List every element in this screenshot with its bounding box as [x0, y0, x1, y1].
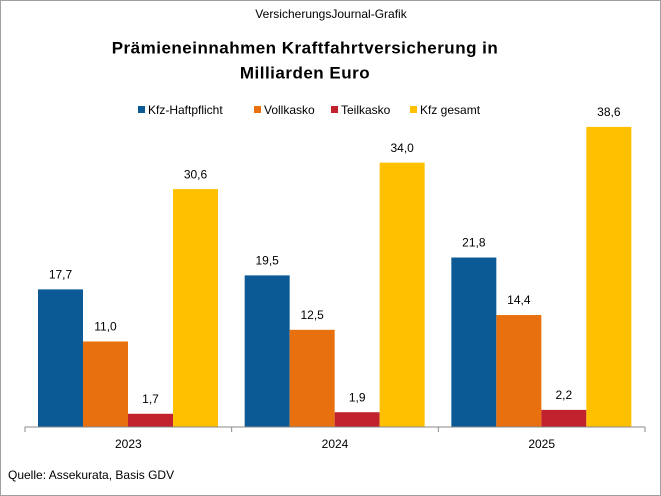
value-label: 19,5 — [255, 254, 279, 268]
footnote: Quelle: Assekurata, Basis GDV — [8, 468, 174, 482]
bar — [128, 413, 173, 427]
bar — [334, 412, 380, 427]
bar — [244, 275, 290, 427]
bar — [496, 315, 542, 427]
bar — [173, 189, 218, 427]
bar — [83, 341, 128, 427]
chart-title: Milliarden Euro — [240, 63, 370, 82]
value-label: 17,7 — [49, 268, 73, 282]
value-label: 30,6 — [184, 167, 208, 181]
value-label: 11,0 — [94, 320, 117, 334]
bar — [38, 289, 83, 427]
source-label: VersicherungsJournal-Grafik — [255, 7, 407, 21]
value-label: 21,8 — [462, 236, 486, 250]
value-label: 14,4 — [507, 293, 531, 307]
bar — [451, 257, 497, 427]
legend-label: Teilkasko — [341, 103, 391, 117]
legend-swatch — [410, 106, 417, 113]
value-label: 34,0 — [390, 141, 414, 155]
bar — [586, 126, 632, 427]
legend-swatch — [331, 106, 338, 113]
legend-label: Vollkasko — [264, 103, 315, 117]
legend-label: Kfz gesamt — [420, 103, 481, 117]
value-label: 12,5 — [300, 308, 324, 322]
legend-swatch — [254, 106, 261, 113]
value-label: 2,2 — [555, 388, 572, 402]
bar — [379, 162, 425, 427]
x-tick-label: 2024 — [322, 437, 349, 451]
x-tick-label: 2023 — [115, 437, 142, 451]
value-label: 38,6 — [597, 105, 621, 119]
value-label: 1,7 — [142, 392, 159, 406]
chart-title: Prämieneinnahmen Kraftfahrtversicherung … — [112, 38, 499, 57]
value-label: 1,9 — [349, 390, 366, 404]
legend-label: Kfz-Haftpflicht — [148, 103, 223, 117]
x-tick-label: 2025 — [528, 437, 555, 451]
bar — [289, 329, 335, 427]
bar — [541, 409, 587, 427]
legend-swatch — [138, 106, 145, 113]
